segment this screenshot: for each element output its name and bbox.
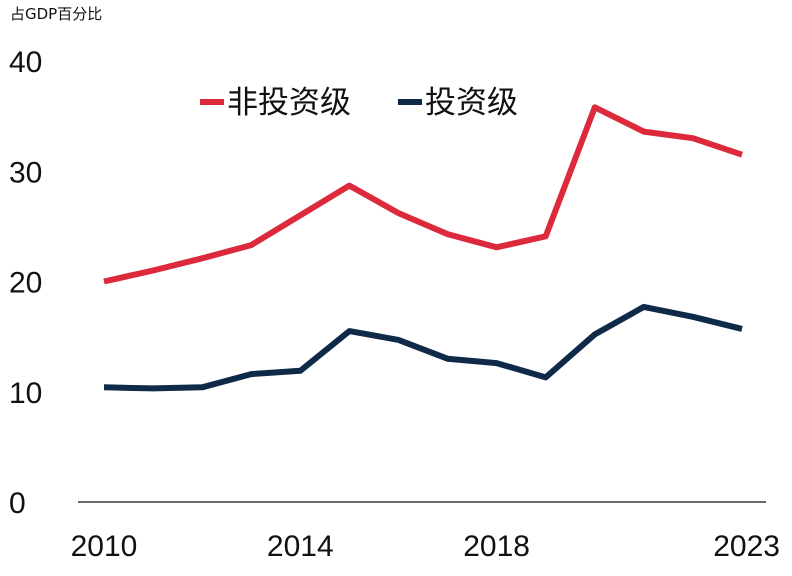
legend-label: 投资级 (425, 85, 518, 121)
y-tick-label: 40 (9, 46, 42, 79)
y-tick-label: 30 (9, 156, 42, 189)
x-tick-label: 2014 (267, 530, 334, 563)
y-tick-label: 10 (9, 377, 42, 410)
x-tick-label: 2010 (71, 530, 138, 563)
y-tick-label: 20 (9, 267, 42, 300)
series-line-investment-grade (103, 303, 743, 392)
unit-label: 占GDP百分比 (10, 5, 103, 23)
x-tick-label: 2018 (463, 530, 530, 563)
x-tick-label: 2023 (713, 530, 780, 563)
y-tick-label: 0 (9, 487, 26, 520)
series-line-non-investment-grade (103, 104, 743, 285)
legend-label: 非投资级 (227, 85, 351, 121)
